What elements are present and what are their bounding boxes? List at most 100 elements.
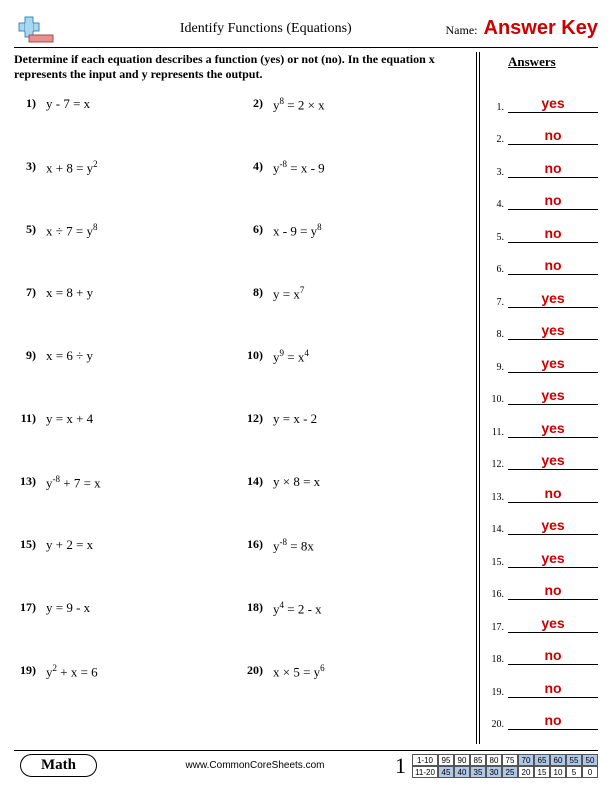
answer-number: 9. — [490, 362, 504, 373]
answer-value: no — [508, 192, 598, 210]
question-cell: 2)y8 = 2 × x — [241, 92, 468, 155]
question-number: 20) — [241, 663, 263, 678]
score-cell: 60 — [550, 754, 566, 766]
answer-number: 5. — [490, 232, 504, 243]
question-cell: 14) y × 8 = x — [241, 470, 468, 533]
question-expression: y × 8 = x — [273, 474, 320, 490]
answer-row: 7. yes — [490, 275, 598, 308]
answer-number: 2. — [490, 134, 504, 145]
question-expression: x = 8 + y — [46, 285, 93, 301]
question-number: 5) — [14, 222, 36, 237]
score-cell: 50 — [582, 754, 598, 766]
question-cell: 10)y9 = x4 — [241, 344, 468, 407]
answer-value: no — [508, 160, 598, 178]
question-expression: x ÷ 7 = y8 — [46, 222, 97, 239]
answer-row: 14.yes — [490, 503, 598, 536]
question-cell: 7) x = 8 + y — [14, 281, 241, 344]
answer-number: 4. — [490, 199, 504, 210]
answers-title: Answers — [490, 54, 598, 70]
question-number: 1) — [14, 96, 36, 111]
score-grid: 1-109590858075706560555011-2045403530252… — [412, 754, 598, 778]
score-cell: 75 — [502, 754, 518, 766]
answer-row: 8.yes — [490, 308, 598, 341]
score-cell: 45 — [438, 766, 454, 778]
question-number: 8) — [241, 285, 263, 300]
question-cell: 1)y - 7 = x — [14, 92, 241, 155]
answer-value: yes — [508, 355, 598, 373]
question-number: 4) — [241, 159, 263, 174]
answer-row: 17. yes — [490, 600, 598, 633]
answer-row: 10.yes — [490, 373, 598, 406]
score-cell: 35 — [470, 766, 486, 778]
answer-value: no — [508, 582, 598, 600]
question-number: 2) — [241, 96, 263, 111]
question-cell: 20)x × 5 = y6 — [241, 659, 468, 722]
question-number: 9) — [14, 348, 36, 363]
question-number: 10) — [241, 348, 263, 363]
answer-value: yes — [508, 550, 598, 568]
answer-number: 17. — [490, 622, 504, 633]
question-expression: y = x7 — [273, 285, 304, 302]
answer-number: 20. — [490, 719, 504, 730]
question-expression: x + 8 = y2 — [46, 159, 98, 176]
answer-row: 18.no — [490, 633, 598, 666]
answer-number: 7. — [490, 297, 504, 308]
answer-row: 9. yes — [490, 340, 598, 373]
answer-number: 1. — [490, 102, 504, 113]
score-cell: 65 — [534, 754, 550, 766]
question-number: 14) — [241, 474, 263, 489]
worksheet-title: Identify Functions (Equations) — [56, 21, 446, 37]
answer-number: 3. — [490, 167, 504, 178]
question-number: 13) — [14, 474, 36, 489]
score-cell: 70 — [518, 754, 534, 766]
name-label: Name: — [446, 23, 478, 38]
question-number: 3) — [14, 159, 36, 174]
score-cell: 0 — [582, 766, 598, 778]
site-url: www.CommonCoreSheets.com — [97, 760, 395, 771]
footer: Math www.CommonCoreSheets.com 1 1-109590… — [14, 750, 598, 780]
question-expression: y = x + 4 — [46, 411, 93, 427]
question-cell: 15) y + 2 = x — [14, 533, 241, 596]
answer-number: 6. — [490, 264, 504, 275]
answer-row: 2.no — [490, 113, 598, 146]
instructions: Determine if each equation describes a f… — [14, 52, 468, 82]
question-expression: y-8 = 8x — [273, 537, 314, 554]
score-cell: 90 — [454, 754, 470, 766]
answer-value: no — [508, 257, 598, 275]
answer-value: no — [508, 225, 598, 243]
answer-row: 20.no — [490, 698, 598, 731]
answer-number: 10. — [490, 394, 504, 405]
answer-number: 12. — [490, 459, 504, 470]
content-area: Determine if each equation describes a f… — [14, 52, 598, 744]
question-expression: y2 + x = 6 — [46, 663, 98, 680]
score-cell: 10 — [550, 766, 566, 778]
score-cell: 80 — [486, 754, 502, 766]
question-cell: 17)y = 9 - x — [14, 596, 241, 659]
answer-number: 16. — [490, 589, 504, 600]
question-expression: y = x - 2 — [273, 411, 317, 427]
score-cell: 55 — [566, 754, 582, 766]
score-cell: 95 — [438, 754, 454, 766]
answer-number: 19. — [490, 687, 504, 698]
question-expression: y + 2 = x — [46, 537, 93, 553]
question-cell: 16)y-8 = 8x — [241, 533, 468, 596]
answer-number: 15. — [490, 557, 504, 568]
questions-grid: 1)y - 7 = x2)y8 = 2 × x3)x + 8 = y24)y-8… — [14, 92, 468, 722]
answer-row: 11.yes — [490, 405, 598, 438]
question-number: 12) — [241, 411, 263, 426]
score-row-label: 11-20 — [412, 766, 438, 778]
question-cell: 5) x ÷ 7 = y8 — [14, 218, 241, 281]
question-cell: 19)y2 + x = 6 — [14, 659, 241, 722]
answer-value: yes — [508, 290, 598, 308]
question-number: 15) — [14, 537, 36, 552]
score-cell: 40 — [454, 766, 470, 778]
question-number: 7) — [14, 285, 36, 300]
question-cell: 4)y-8 = x - 9 — [241, 155, 468, 218]
question-expression: x - 9 = y8 — [273, 222, 322, 239]
answers-column: Answers 1.yes2.no3.no4.no5.no6.no7.yes8.… — [476, 52, 598, 744]
question-cell: 13)y-8 + 7 = x — [14, 470, 241, 533]
answer-value: yes — [508, 615, 598, 633]
score-cell: 25 — [502, 766, 518, 778]
subject-pill: Math — [20, 754, 97, 777]
question-cell: 11)y = x + 4 — [14, 407, 241, 470]
